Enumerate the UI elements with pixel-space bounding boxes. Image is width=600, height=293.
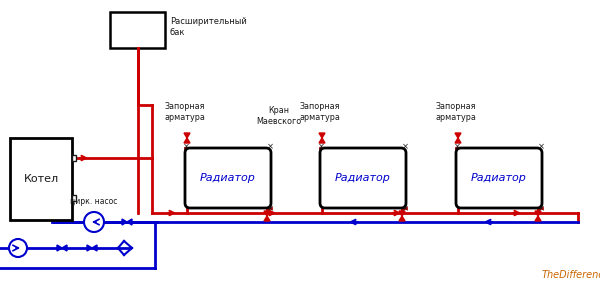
Polygon shape xyxy=(535,216,541,221)
Bar xyxy=(110,12,165,48)
Text: ×: × xyxy=(401,205,409,214)
Polygon shape xyxy=(264,216,270,221)
Text: ×: × xyxy=(266,205,274,214)
Text: ×: × xyxy=(538,205,545,214)
Text: ×: × xyxy=(317,142,325,151)
Polygon shape xyxy=(319,138,325,143)
Polygon shape xyxy=(319,133,325,138)
Text: Котел: Котел xyxy=(23,174,59,184)
Bar xyxy=(10,138,72,220)
FancyBboxPatch shape xyxy=(320,148,406,208)
Text: Кран
Маевского: Кран Маевского xyxy=(256,106,302,126)
Polygon shape xyxy=(455,133,461,138)
Text: Запорная
арматура: Запорная арматура xyxy=(164,102,205,122)
FancyBboxPatch shape xyxy=(185,148,271,208)
Polygon shape xyxy=(399,211,405,216)
Polygon shape xyxy=(455,138,461,143)
Polygon shape xyxy=(184,133,190,138)
Text: цирк. насос: цирк. насос xyxy=(70,197,118,206)
Polygon shape xyxy=(57,245,62,251)
Text: Радиатор: Радиатор xyxy=(471,173,527,183)
FancyBboxPatch shape xyxy=(456,148,542,208)
Text: Радиатор: Радиатор xyxy=(335,173,391,183)
Polygon shape xyxy=(184,138,190,143)
Bar xyxy=(72,195,76,201)
Text: ×: × xyxy=(182,142,190,151)
Text: ×: × xyxy=(266,142,274,151)
Text: Радиатор: Радиатор xyxy=(200,173,256,183)
Circle shape xyxy=(9,239,27,257)
Polygon shape xyxy=(122,219,127,225)
Text: ×: × xyxy=(454,142,461,151)
Polygon shape xyxy=(92,245,97,251)
Text: Запорная
арматура: Запорная арматура xyxy=(436,102,476,122)
Polygon shape xyxy=(62,245,67,251)
Text: Расширительный
бак: Расширительный бак xyxy=(170,17,247,38)
Text: ×: × xyxy=(401,142,409,151)
Polygon shape xyxy=(264,211,270,216)
Polygon shape xyxy=(535,211,541,216)
Polygon shape xyxy=(87,245,92,251)
Polygon shape xyxy=(127,219,132,225)
Polygon shape xyxy=(399,216,405,221)
Circle shape xyxy=(84,212,104,232)
Text: TheDifference.ru: TheDifference.ru xyxy=(542,270,600,280)
Text: Запорная
арматура: Запорная арматура xyxy=(299,102,340,122)
Text: ×: × xyxy=(538,142,545,151)
Bar xyxy=(72,155,76,161)
